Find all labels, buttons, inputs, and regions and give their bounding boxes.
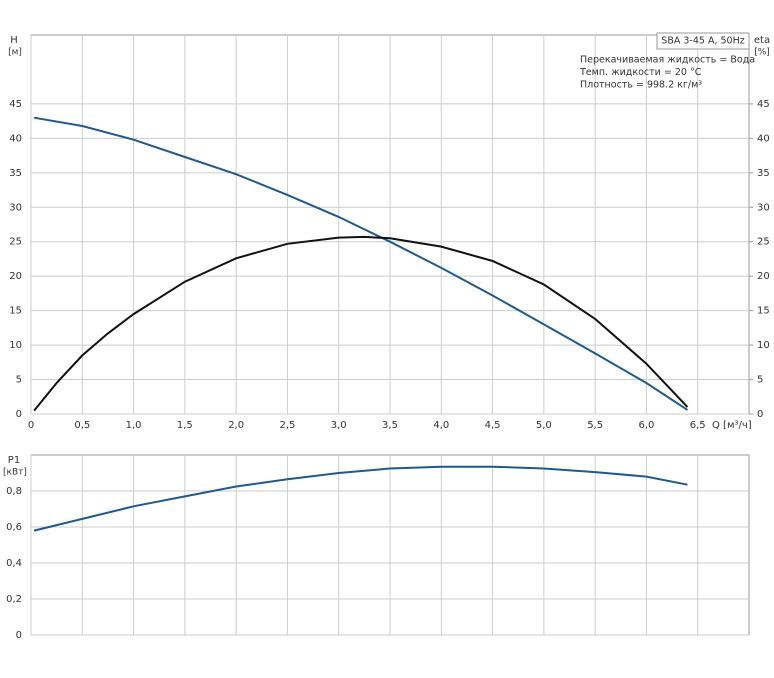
x-tick-label: 4,0: [433, 420, 449, 431]
y2-tick-label: 20: [757, 271, 770, 282]
y2-tick-label: 45: [757, 99, 770, 110]
y2-tick-label: 15: [757, 306, 770, 317]
y-tick-label: 35: [9, 168, 22, 179]
y2-tick-label: 25: [757, 237, 770, 248]
y-tick-label: 10: [9, 340, 22, 351]
y2-tick-label: 10: [757, 340, 770, 351]
x-tick-label: 5,0: [536, 420, 552, 431]
x-tick-label: 6,5: [690, 420, 706, 431]
y-tick-label: 0: [16, 630, 22, 641]
y-axis-unit: [м]: [8, 48, 22, 58]
y-tick-label: 0,2: [6, 594, 22, 605]
x-tick-label: 5,5: [587, 420, 603, 431]
y-tick-label: 30: [9, 202, 22, 213]
x-tick-label: 0,5: [74, 420, 90, 431]
y-tick-label: 20: [9, 271, 22, 282]
y-tick-label: 0,4: [6, 558, 22, 569]
y-tick-label: 0,8: [6, 486, 22, 497]
y-tick-label: 0: [16, 409, 22, 420]
x-tick-label: 6,0: [638, 420, 654, 431]
y-tick-label: 15: [9, 306, 22, 317]
curve: [33, 465, 688, 532]
y-axis-label: P1: [8, 455, 20, 466]
info-line: Перекачиваемая жидкость = Вода: [580, 55, 755, 66]
x-tick-label: 1,0: [126, 420, 142, 431]
x-tick-label: 2,0: [228, 420, 244, 431]
curve: [33, 116, 689, 411]
info-title: SBA 3-45 A, 50Hz: [661, 36, 744, 47]
y-axis-label: H: [10, 35, 18, 46]
y-axis-unit: [кВт]: [3, 468, 27, 478]
y-tick-label: 40: [9, 133, 22, 144]
y2-tick-label: 40: [757, 133, 770, 144]
info-line: Темп. жидкости = 20 °C: [579, 67, 702, 78]
curve: [33, 235, 689, 412]
y2-axis-label: eta: [754, 35, 770, 46]
y-tick-label: 45: [9, 99, 22, 110]
x-tick-label: 3,0: [331, 420, 347, 431]
info-line: Плотность = 998.2 кг/м³: [580, 80, 702, 91]
x-tick-label: 3,5: [382, 420, 398, 431]
x-tick-label: 0: [28, 420, 34, 431]
y-tick-label: 25: [9, 237, 22, 248]
x-tick-label: 2,5: [279, 420, 295, 431]
x-tick-label: 1,5: [177, 420, 193, 431]
y2-tick-label: 30: [757, 202, 770, 213]
x-axis-label: Q [м³/ч]: [712, 420, 752, 431]
y2-tick-label: 0: [757, 409, 763, 420]
y-tick-label: 0,6: [6, 522, 22, 533]
x-tick-label: 4,5: [485, 420, 501, 431]
y2-tick-label: 35: [757, 168, 770, 179]
y-tick-label: 5: [16, 375, 22, 386]
info-box: [656, 32, 750, 50]
y2-tick-label: 5: [757, 375, 763, 386]
y2-axis-unit: [%]: [754, 48, 770, 58]
